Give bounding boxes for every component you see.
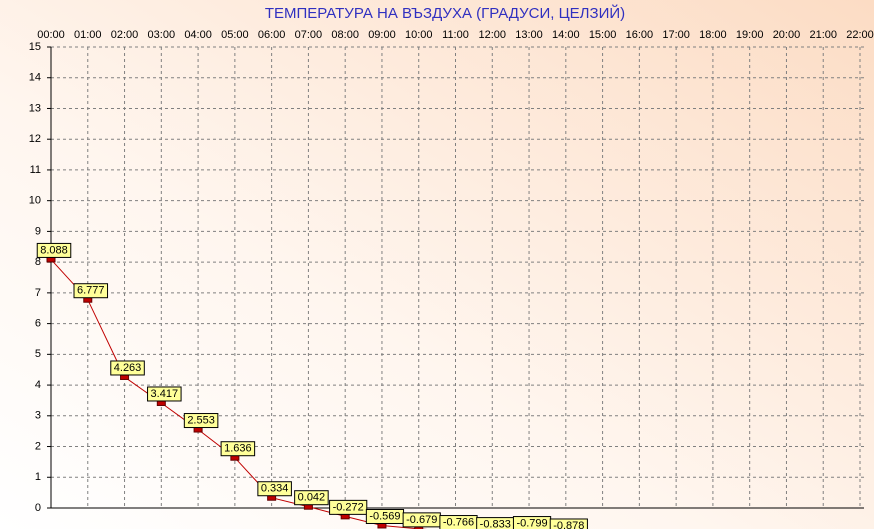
data-label: -0.799 [516, 517, 547, 529]
x-tick-label: 06:00 [258, 29, 286, 41]
data-label: -0.679 [406, 514, 437, 526]
y-tick-label: 12 [29, 133, 41, 145]
data-label: 3.417 [151, 388, 179, 400]
x-tick-label: 11:00 [442, 29, 469, 41]
y-tick-label: 2 [35, 440, 41, 452]
y-tick-label: 10 [29, 195, 41, 207]
y-tick-label: 7 [35, 287, 41, 299]
x-tick-label: 02:00 [111, 29, 139, 41]
y-tick-label: 6 [35, 318, 41, 330]
data-label: 0.334 [261, 483, 289, 495]
data-label-box [220, 441, 256, 457]
data-label: -0.766 [443, 516, 474, 528]
data-label: -0.272 [333, 501, 364, 513]
x-tick-label: 01:00 [74, 29, 102, 41]
y-tick-label: 1 [35, 471, 41, 483]
x-tick-label: 18:00 [699, 29, 727, 41]
x-tick-label: 14:00 [552, 29, 580, 41]
data-label: 1.636 [224, 443, 252, 455]
x-tick-label: 22:00 [846, 29, 874, 41]
x-tick-label: 16:00 [626, 29, 654, 41]
y-tick-label: 15 [29, 41, 41, 53]
x-tick-label: 10:00 [405, 29, 433, 41]
y-tick-label: 9 [35, 225, 41, 237]
y-tick-label: 5 [35, 348, 41, 360]
data-label-box [36, 242, 72, 258]
x-tick-label: 07:00 [295, 29, 323, 41]
data-label: -0.569 [369, 510, 400, 522]
data-label: 6.777 [77, 285, 105, 297]
x-tick-label: 00:00 [37, 29, 65, 41]
y-tick-label: 14 [29, 72, 41, 84]
y-tick-label: 0 [35, 502, 41, 514]
x-tick-label: 08:00 [331, 29, 359, 41]
data-label: -0.833 [480, 519, 511, 529]
data-label: -0.878 [553, 520, 584, 529]
data-label: 4.263 [114, 362, 142, 374]
x-tick-label: 04:00 [184, 29, 212, 41]
x-tick-label: 17:00 [662, 29, 690, 41]
x-tick-label: 21:00 [809, 29, 837, 41]
x-tick-label: 09:00 [368, 29, 396, 41]
grid [51, 46, 864, 509]
data-label-box [183, 413, 219, 429]
x-tick-label: 15:00 [589, 29, 617, 41]
x-tick-label: 20:00 [773, 29, 801, 41]
data-label: 2.553 [187, 414, 215, 426]
data-label-box [549, 518, 588, 529]
chart-title: ТЕМПЕРАТУРА НА ВЪЗДУХА (ГРАДУСИ, ЦЕЛЗИЙ) [265, 4, 625, 22]
y-tick-label: 4 [35, 379, 41, 391]
data-label: 0.042 [298, 492, 326, 504]
x-tick-label: 19:00 [736, 29, 764, 41]
data-label-box [329, 499, 368, 515]
data-label-box [257, 481, 292, 497]
data-label-box [147, 386, 182, 402]
y-tick-label: 11 [30, 164, 41, 176]
y-tick-label: 13 [29, 102, 41, 114]
x-tick-label: 03:00 [148, 29, 176, 41]
data-label: 8.088 [40, 244, 68, 256]
y-tick-label: 8 [35, 256, 41, 268]
y-tick-label: 3 [35, 410, 41, 422]
data-label-box [294, 490, 329, 506]
x-tick-label: 12:00 [479, 29, 507, 41]
data-label-box [110, 360, 145, 376]
x-tick-label: 05:00 [221, 29, 249, 41]
x-tick-label: 13:00 [515, 29, 543, 41]
data-label-box [73, 283, 109, 299]
